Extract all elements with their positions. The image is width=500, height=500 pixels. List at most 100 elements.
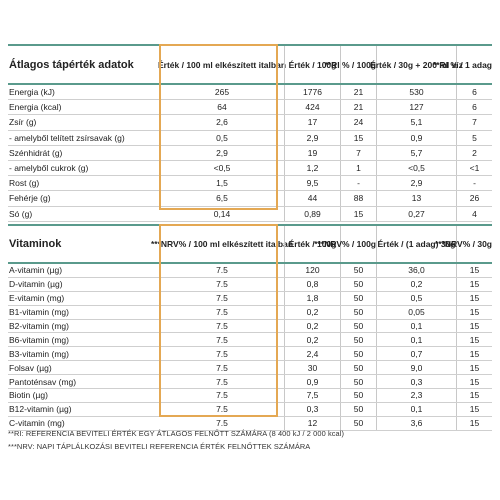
- row-label: Energia (kcal): [9, 102, 62, 113]
- cell-value: 21: [340, 100, 376, 115]
- vitamin-table: Vitaminok ***NRV% / 100 ml elkészített it…: [8, 224, 492, 431]
- cell-value: 7.5: [216, 348, 228, 359]
- cell-value: 7: [456, 115, 492, 130]
- cell-value: 50: [340, 389, 376, 402]
- cell-value: 1,5: [216, 178, 228, 189]
- table-row: Folsav (µg) 7.5 30 50 9,0 15: [8, 361, 492, 376]
- cell-value: 26: [456, 191, 492, 206]
- row-label: Pantoténsav (mg): [9, 376, 77, 387]
- cell-value: 3,6: [376, 416, 456, 430]
- cell-value: 15: [456, 319, 492, 333]
- cell-value: 0,05: [376, 305, 456, 319]
- table-row: B12-vitamin (µg) 7.5 0,3 50 0,1 15: [8, 402, 492, 417]
- cell-value: 9,5: [284, 176, 340, 191]
- cell-value: 15: [456, 402, 492, 416]
- row-label: C-vitamin (mg): [9, 418, 65, 429]
- cell-value: 7.5: [216, 390, 228, 401]
- cell-value: 0,5: [216, 132, 228, 143]
- cell-value: 15: [456, 277, 492, 291]
- cell-value: 0,27: [376, 206, 456, 221]
- cell-value: 1,8: [284, 291, 340, 305]
- row-label: A-vitamin (µg): [9, 265, 63, 276]
- cell-value: 127: [376, 100, 456, 115]
- cell-value: 19: [284, 145, 340, 160]
- table-row: Só (g) 0,14 0,89 15 0,27 4: [8, 206, 492, 222]
- cell-value: 15: [340, 130, 376, 145]
- table-row: Energia (kJ) 265 1776 21 530 6: [8, 85, 492, 101]
- cell-value: 2,9: [216, 147, 228, 158]
- cell-value: 7: [340, 145, 376, 160]
- cell-value: 7,5: [284, 389, 340, 402]
- cell-value: 0,2: [284, 305, 340, 319]
- table-row: Szénhidrát (g) 2,9 19 7 5,7 2: [8, 145, 492, 161]
- table-row: B1-vitamin (mg) 7.5 0,2 50 0,05 15: [8, 305, 492, 320]
- table-row: Rost (g) 1,5 9,5-2,9-: [8, 176, 492, 192]
- cell-value: 2,9: [376, 176, 456, 191]
- cell-value: 424: [284, 100, 340, 115]
- cell-value: 1,2: [284, 160, 340, 176]
- cell-value: 15: [456, 347, 492, 361]
- vitamins-header-cell: ***NRV% / 30g: [435, 226, 492, 262]
- cell-value: 15: [456, 333, 492, 347]
- cell-value: 7.5: [216, 293, 228, 304]
- table-row: Pantoténsav (mg) 7.5 0,9 50 0,3 15: [8, 375, 492, 390]
- row-label: B6-vitamin (mg): [9, 334, 69, 345]
- nutrition-header-cell: Érték / 100 ml elkészített italban: [157, 59, 287, 70]
- cell-value: 0,8: [284, 277, 340, 291]
- table-row: B3-vitamin (mg) 7.5 2,4 50 0,7 15: [8, 347, 492, 362]
- cell-value: 7.5: [216, 334, 228, 345]
- cell-value: 0,2: [284, 319, 340, 333]
- cell-value: 50: [340, 333, 376, 347]
- cell-value: 1776: [284, 85, 340, 100]
- cell-value: 15: [456, 291, 492, 305]
- cell-value: 88: [340, 191, 376, 206]
- cell-value: 24: [340, 115, 376, 130]
- cell-value: 15: [456, 375, 492, 389]
- cell-value: <0,5: [213, 163, 231, 174]
- cell-value: 50: [340, 416, 376, 430]
- cell-value: 50: [340, 305, 376, 319]
- table-row: C-vitamin (mg) 7.5 12 50 3,6 15: [8, 416, 492, 431]
- row-label: - amelyből telített zsírsavak (g): [9, 132, 125, 143]
- nutrition-header-row: Átlagos tápérték adatok Érték / 100 ml el…: [8, 44, 492, 85]
- nutrition-header-cell: Érték / 100g: [284, 46, 340, 83]
- row-label: Biotin (µg): [9, 390, 48, 401]
- row-label: Zsír (g): [9, 117, 37, 128]
- ri-footnote: **RI: REFERENCIA BEVITELI ÉRTÉK EGY ÁTLA…: [8, 429, 345, 438]
- vitamins-header-cell: Érték / (1 adag) 30g: [376, 226, 456, 262]
- cell-value: 2,6: [216, 117, 228, 128]
- cell-value: 120: [284, 264, 340, 277]
- table-row: E-vitamin (mg) 7.5 1,8 50 0,5 15: [8, 291, 492, 306]
- vitamins-header-cell: ***NRV% / 100g: [314, 226, 376, 262]
- cell-value: 6,5: [216, 193, 228, 204]
- nutrition-header-cell: **RI % / 100g: [325, 46, 376, 83]
- cell-value: 2,9: [284, 130, 340, 145]
- cell-value: 6: [456, 85, 492, 100]
- cell-value: 50: [340, 277, 376, 291]
- row-label: Só (g): [9, 208, 33, 219]
- table-row: D-vitamin (µg) 7.5 0,8 50 0,2 15: [8, 277, 492, 292]
- cell-value: 0,3: [376, 375, 456, 389]
- cell-value: 50: [340, 347, 376, 361]
- cell-value: 44: [284, 191, 340, 206]
- cell-value: 0,9: [376, 130, 456, 145]
- cell-value: 265: [214, 87, 230, 98]
- row-label: Szénhidrát (g): [9, 147, 63, 158]
- nrv-footnote: ***NRV: NAPI TÁPLÁLKOZÁSI BEVITELI REFER…: [8, 442, 311, 451]
- cell-value: 7.5: [216, 404, 228, 415]
- cell-value: 21: [340, 85, 376, 100]
- row-label: B12-vitamin (µg): [9, 404, 72, 415]
- cell-value: 7.5: [216, 418, 228, 429]
- cell-value: 7.5: [216, 376, 228, 387]
- nutrition-header-cell: **RI % / 1 adag: [433, 46, 492, 83]
- cell-value: 0,3: [284, 402, 340, 416]
- cell-value: 50: [340, 319, 376, 333]
- cell-value: 2,4: [284, 347, 340, 361]
- cell-value: 6: [456, 100, 492, 115]
- cell-value: 15: [456, 361, 492, 375]
- cell-value: 5,1: [376, 115, 456, 130]
- vitamins-header-cell: Érték / 100g: [284, 226, 340, 262]
- cell-value: 15: [456, 389, 492, 402]
- cell-value: 7.5: [216, 279, 228, 290]
- row-label: - amelyből cukrok (g): [9, 163, 89, 174]
